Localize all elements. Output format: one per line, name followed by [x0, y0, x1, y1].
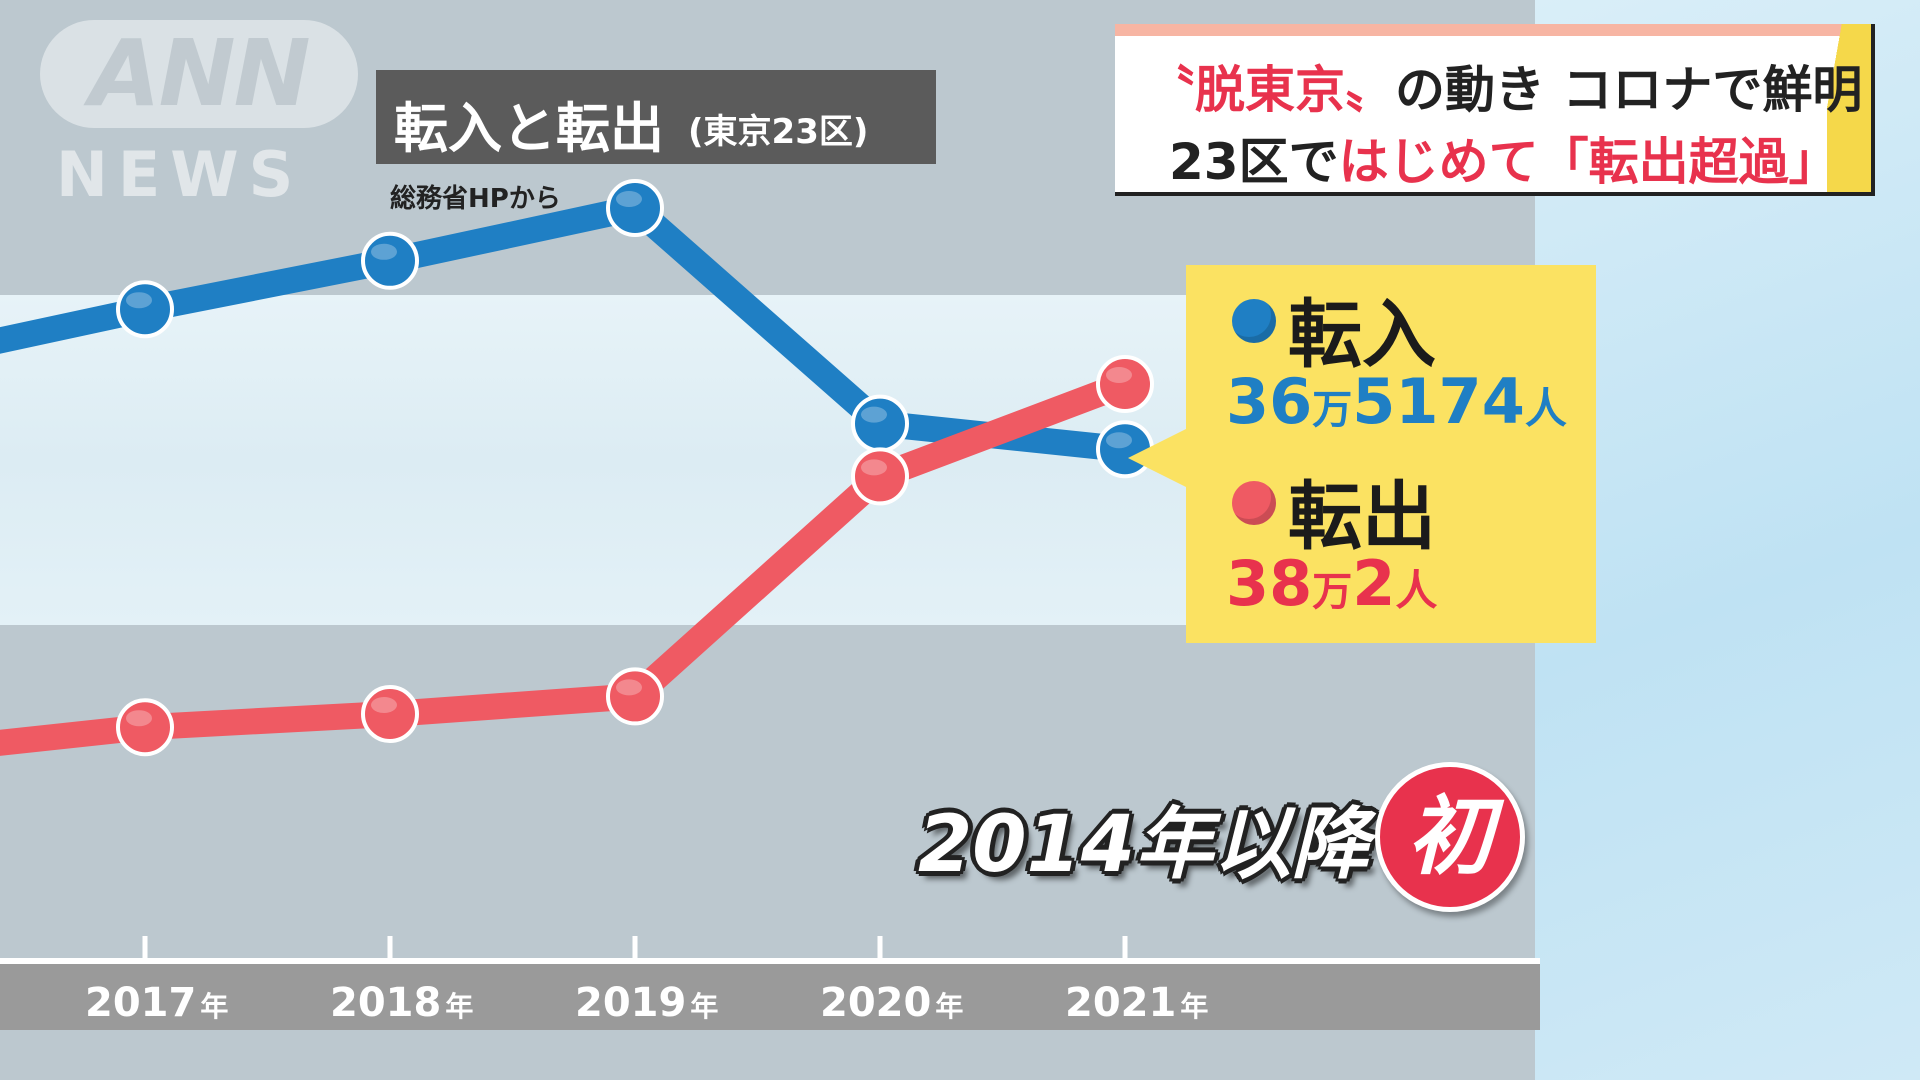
logo-news-text: NEWS	[56, 138, 304, 211]
badge-circle-text: 初	[1407, 787, 1493, 887]
x-axis-line	[0, 958, 1540, 964]
headline-line-1: 〝脱東京〟の動き コロナで鮮明	[1145, 50, 1862, 122]
series-line-0	[0, 195, 1138, 463]
data-point-1-3	[606, 667, 664, 726]
x-tick-label-5: 2021 年	[1065, 980, 1208, 1026]
data-point-1-4	[851, 447, 909, 506]
badge-text: 2014年以降	[918, 800, 1370, 890]
headline-line-1-rest: の動き コロナで鮮明	[1395, 61, 1863, 119]
data-point-0-3	[606, 179, 664, 237]
x-tick-label-1: 2017 年	[85, 980, 228, 1026]
ann-news-logo: ANN NEWS	[40, 20, 360, 211]
series-line-1	[0, 370, 1138, 756]
data-point-1-5	[1096, 354, 1154, 413]
legend-label-inflow: 転入	[1288, 292, 1436, 378]
data-point-highlight-0-3	[616, 191, 642, 207]
chart-source: 総務省HPから	[390, 184, 561, 214]
legend-value-outflow-num2: 2	[1352, 547, 1396, 620]
headline-quote: 〝脱東京〟	[1145, 61, 1395, 119]
data-point-highlight-1-4	[861, 459, 887, 476]
data-point-highlight-0-5	[1106, 432, 1132, 449]
headline-line-2-plain: 23区で	[1169, 133, 1339, 191]
data-point-highlight-1-3	[616, 679, 642, 696]
legend-value-outflow: 38万2人	[1226, 547, 1437, 620]
chart-title-box: 転入と転出 (東京23区)	[376, 70, 936, 164]
legend-value-inflow: 36万5174人	[1226, 365, 1567, 438]
data-point-1-1	[116, 698, 174, 757]
data-point-highlight-0-1	[126, 292, 152, 309]
data-point-0-4	[851, 394, 909, 453]
legend-value-inflow-num2: 5174	[1352, 365, 1525, 438]
data-point-0-2	[361, 231, 419, 290]
chart-title: 転入と転出	[394, 97, 664, 160]
data-point-highlight-1-2	[371, 697, 397, 713]
legend-value-inflow-unit1: 万	[1312, 387, 1353, 433]
x-tick-label-4: 2020 年	[820, 980, 963, 1026]
legend-value-inflow-unit2: 人	[1524, 384, 1567, 433]
legend-value-outflow-unit1: 万	[1312, 569, 1353, 615]
headline-banner: 〝脱東京〟の動き コロナで鮮明 23区ではじめて「転出超過」	[1115, 24, 1875, 196]
legend-value-outflow-unit2: 人	[1395, 566, 1438, 615]
headline-corner	[1827, 24, 1871, 192]
headline-line-2-red: はじめて「転出超過」	[1338, 133, 1839, 191]
x-tick-label-2: 2018 年	[330, 980, 473, 1026]
data-point-highlight-1-5	[1106, 366, 1132, 383]
chart-subtitle: (東京23区)	[688, 112, 869, 152]
headline-line-2: 23区ではじめて「転出超過」	[1169, 122, 1839, 194]
data-point-highlight-0-4	[861, 406, 887, 423]
data-point-highlight-0-2	[371, 243, 397, 260]
legend-dot-inflow	[1232, 299, 1276, 343]
legend-value-inflow-num1: 36	[1226, 365, 1313, 438]
callout-pointer	[1128, 428, 1188, 488]
data-point-1-2	[361, 685, 419, 743]
data-point-0-1	[116, 280, 174, 339]
headline-accent	[1115, 24, 1871, 36]
badge-circle: 初	[1375, 762, 1525, 912]
legend-label-outflow: 転出	[1288, 474, 1436, 560]
legend-callout: 転入 36万5174人 転出 38万2人	[1186, 265, 1596, 643]
x-axis-band	[0, 962, 1540, 1030]
logo-ann-text: ANN	[40, 20, 358, 128]
legend-value-outflow-num1: 38	[1226, 547, 1313, 620]
data-point-highlight-1-1	[126, 710, 152, 727]
x-tick-label-3: 2019 年	[575, 980, 718, 1026]
legend-dot-outflow	[1232, 481, 1276, 525]
